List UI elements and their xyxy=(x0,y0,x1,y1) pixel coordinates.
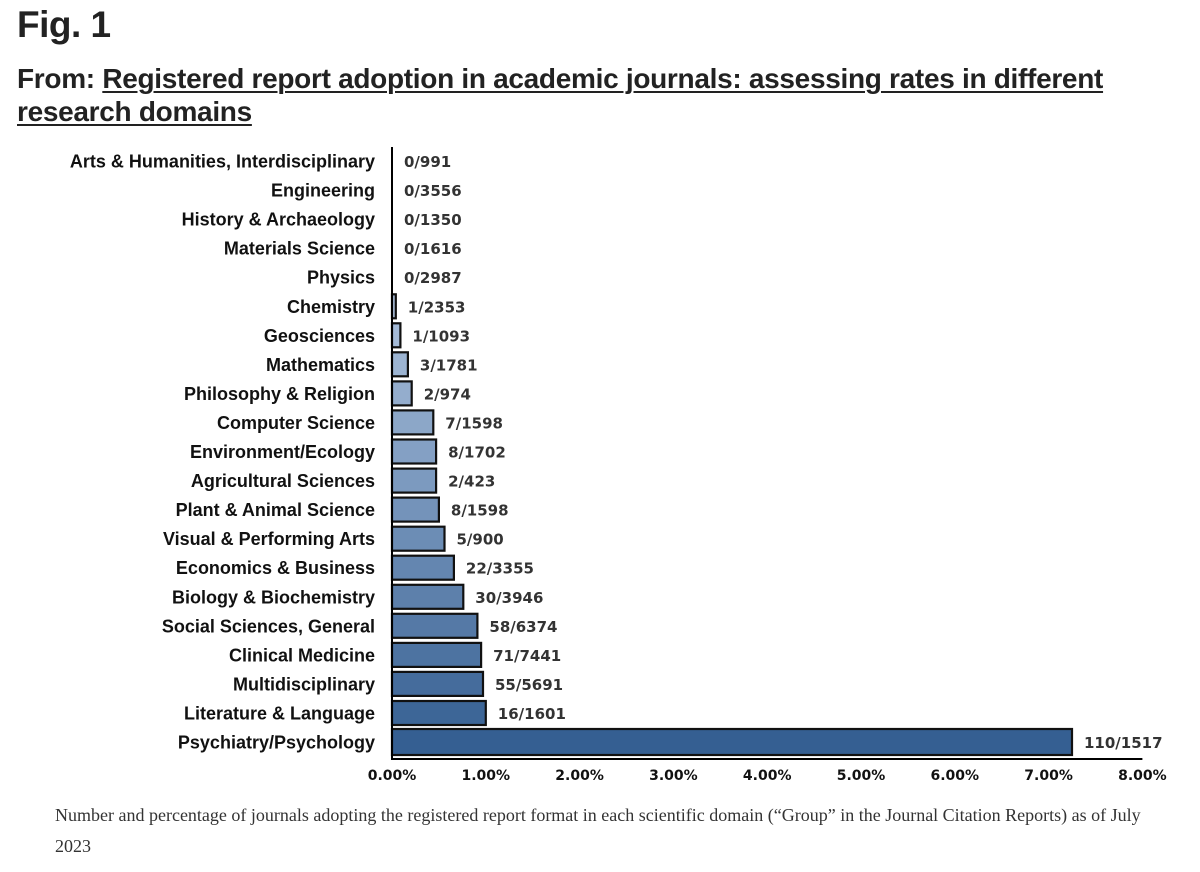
data-label: 7/1598 xyxy=(445,414,503,432)
bar xyxy=(390,322,402,349)
labels-group: Arts & Humanities, Interdisciplinary 0/99… xyxy=(70,152,1167,785)
category-label: Clinical Medicine xyxy=(229,645,375,665)
data-label: 55/5691 xyxy=(495,676,563,694)
bar xyxy=(390,351,409,378)
bar xyxy=(390,496,441,523)
category-label: Plant & Animal Science xyxy=(176,500,375,520)
category-label: Arts & Humanities, Interdisciplinary xyxy=(70,152,375,172)
bar xyxy=(390,467,438,494)
data-label: 3/1781 xyxy=(420,356,478,374)
bar xyxy=(390,583,465,610)
data-label: 5/900 xyxy=(457,531,504,549)
x-tick-label: 3.00% xyxy=(649,768,698,784)
x-tick-label: 0.00% xyxy=(368,768,417,784)
bar-chart: Arts & Humanities, Interdisciplinary 0/99… xyxy=(70,147,1167,785)
bars-group xyxy=(390,293,1074,757)
category-label: Economics & Business xyxy=(176,558,375,578)
x-tick-label: 5.00% xyxy=(837,768,886,784)
data-label: 8/1598 xyxy=(451,502,509,520)
category-label: Computer Science xyxy=(217,413,375,433)
data-label: 58/6374 xyxy=(489,618,557,636)
bar xyxy=(390,612,479,639)
category-label: Geosciences xyxy=(264,326,375,346)
category-label: Biology & Biochemistry xyxy=(172,587,375,607)
data-label: 2/423 xyxy=(448,473,495,491)
data-label: 71/7441 xyxy=(493,647,561,665)
data-label: 2/974 xyxy=(424,385,471,403)
figure-label: Fig. 1 xyxy=(17,4,111,45)
x-tick-label: 1.00% xyxy=(462,768,511,784)
category-label: Physics xyxy=(307,268,375,288)
figure-caption: Number and percentage of journals adopti… xyxy=(55,805,1141,856)
figure-source-line: From: Registered report adoption in acad… xyxy=(17,62,1177,128)
x-tick-label: 8.00% xyxy=(1118,768,1167,784)
data-label: 8/1702 xyxy=(448,444,506,462)
category-label: Environment/Ecology xyxy=(190,442,375,462)
data-label: 30/3946 xyxy=(475,589,543,607)
data-label: 0/991 xyxy=(404,153,451,171)
bar xyxy=(390,438,438,465)
data-label: 0/1350 xyxy=(404,211,462,229)
category-label: Psychiatry/Psychology xyxy=(178,733,375,753)
data-label: 22/3355 xyxy=(466,560,534,578)
data-label: 1/2353 xyxy=(408,298,466,316)
data-label: 1/1093 xyxy=(412,327,470,345)
bar xyxy=(390,670,485,698)
category-label: Mathematics xyxy=(266,355,375,375)
bar xyxy=(390,380,413,407)
x-tick-label: 6.00% xyxy=(931,768,980,784)
bar xyxy=(390,525,446,552)
data-label: 0/2987 xyxy=(404,269,462,287)
category-label: Literature & Language xyxy=(184,704,375,724)
article-title-link[interactable]: Registered report adoption in academic j… xyxy=(17,63,1104,127)
bar xyxy=(390,554,456,581)
bar xyxy=(390,409,435,436)
category-label: Philosophy & Religion xyxy=(184,384,375,404)
category-label: Materials Science xyxy=(224,239,375,259)
x-tick-label: 7.00% xyxy=(1024,768,1073,784)
category-label: Chemistry xyxy=(287,297,375,317)
bar xyxy=(390,727,1074,757)
category-label: Visual & Performing Arts xyxy=(163,529,375,549)
bar xyxy=(390,641,483,668)
category-label: Engineering xyxy=(271,181,375,201)
bar xyxy=(390,699,487,727)
category-label: Multidisciplinary xyxy=(233,674,375,694)
data-label: 0/1616 xyxy=(404,240,462,258)
category-label: History & Archaeology xyxy=(182,210,375,230)
category-label: Agricultural Sciences xyxy=(191,471,375,491)
data-label: 110/1517 xyxy=(1084,734,1163,752)
from-prefix: From: xyxy=(17,63,103,94)
x-tick-label: 2.00% xyxy=(555,768,604,784)
axes-group xyxy=(391,147,1143,760)
category-label: Social Sciences, General xyxy=(162,616,375,636)
data-label: 0/3556 xyxy=(404,182,462,200)
x-tick-label: 4.00% xyxy=(743,768,792,784)
data-label: 16/1601 xyxy=(498,705,566,723)
